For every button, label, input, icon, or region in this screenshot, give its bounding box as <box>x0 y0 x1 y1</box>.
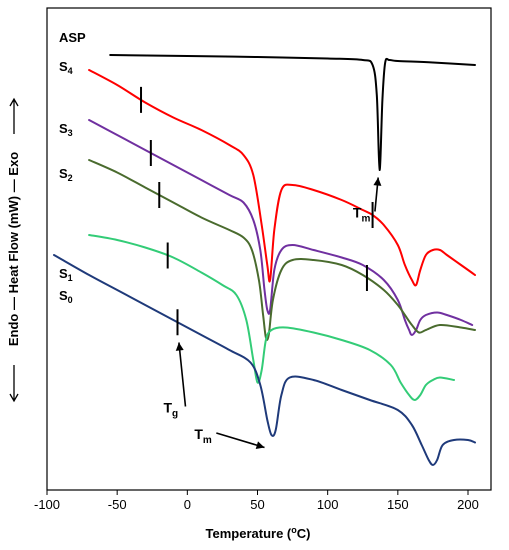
arrowhead-icon <box>175 342 184 351</box>
x-axis-title: Temperature (oC) <box>206 525 311 541</box>
annotation-label: Tg <box>163 400 178 420</box>
series-line-asp <box>109 54 476 172</box>
x-tick-label: 150 <box>387 497 409 512</box>
series-label: S3 <box>59 121 73 138</box>
x-axis-ticks: -100 -50 0 50 100 150 200 <box>34 490 479 512</box>
series-line-s4 <box>88 69 476 287</box>
x-tick-label: -100 <box>34 497 60 512</box>
arrowhead-icon <box>255 441 265 450</box>
annotations: Tm Tg Tm <box>163 177 382 450</box>
series-label: S4 <box>59 59 73 76</box>
exo-arrow-icon <box>9 97 19 134</box>
endo-arrow-icon <box>9 365 19 403</box>
tg-markers <box>140 86 374 336</box>
series-line-s3 <box>88 119 474 336</box>
x-tick-label: 50 <box>250 497 264 512</box>
x-tick-label: 100 <box>317 497 339 512</box>
series-line-s1 <box>88 234 455 401</box>
series-label: S1 <box>59 266 73 283</box>
x-tick-label: 200 <box>457 497 479 512</box>
series-curves: ASP S4 S3 S2 S1 S0 <box>53 30 476 466</box>
arrowhead-icon <box>373 177 382 186</box>
x-tick-label: -50 <box>108 497 127 512</box>
x-tick-label: 0 <box>184 497 191 512</box>
series-line-s0 <box>53 254 476 466</box>
series-label: S2 <box>59 166 73 183</box>
svg-text:Endo — Heat Flow (mW) — Exo: Endo — Heat Flow (mW) — Exo <box>6 152 21 346</box>
annotation-label: Tm <box>194 426 212 446</box>
series-label: S0 <box>59 288 73 305</box>
annotation-arrow <box>178 342 187 407</box>
annotation-arrow <box>216 432 265 449</box>
series-line-s2 <box>88 159 476 341</box>
annotation-label: Tm <box>353 205 371 225</box>
y-axis-title: Endo — Heat Flow (mW) — Exo <box>6 152 21 346</box>
plot-frame <box>46 7 492 491</box>
series-label: ASP <box>59 30 86 45</box>
